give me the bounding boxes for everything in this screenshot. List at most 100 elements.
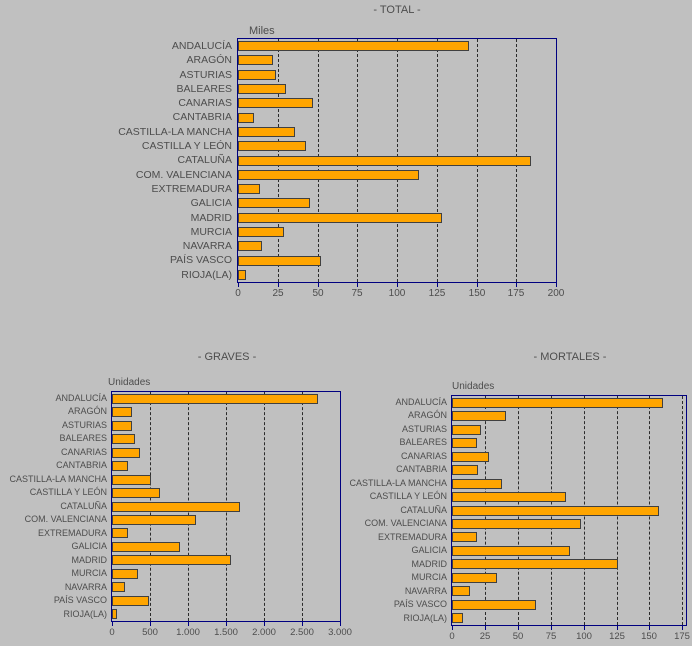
category-label: MADRID bbox=[190, 211, 232, 224]
axis-tick-mark bbox=[485, 626, 486, 630]
category-label: CASTILLA Y LEÓN bbox=[29, 487, 107, 498]
axis-tick-mark bbox=[477, 283, 478, 287]
category-label: MURCIA bbox=[411, 572, 448, 583]
category-label: ASTURIAS bbox=[401, 423, 447, 434]
axis-tick-label: 0 bbox=[109, 627, 115, 638]
axis-tick-label: 75 bbox=[545, 631, 557, 642]
bar bbox=[112, 502, 240, 512]
bar bbox=[112, 555, 231, 565]
category-label: PAÍS VASCO bbox=[169, 254, 232, 267]
bar bbox=[238, 184, 260, 194]
bar bbox=[112, 407, 132, 417]
category-label: CASTILLA-LA MANCHA bbox=[9, 473, 107, 484]
bar bbox=[112, 488, 160, 498]
category-label: CANARIAS bbox=[60, 446, 107, 457]
axis-tick-mark bbox=[278, 283, 279, 287]
gridline bbox=[302, 392, 303, 621]
chart-graves-plot-area bbox=[111, 391, 341, 622]
axis-tick-mark bbox=[516, 283, 517, 287]
bar bbox=[238, 170, 419, 180]
bar bbox=[238, 256, 321, 266]
category-label: CASTILLA-LA MANCHA bbox=[349, 477, 447, 488]
axis-tick-label: 100 bbox=[388, 288, 406, 299]
bar bbox=[112, 596, 149, 606]
category-label: GALICIA bbox=[190, 197, 232, 210]
axis-tick-mark bbox=[318, 283, 319, 287]
category-label: PAÍS VASCO bbox=[393, 599, 447, 610]
chart-mortales-unit-label: Unidades bbox=[452, 381, 495, 392]
axis-tick-label: 200 bbox=[547, 288, 565, 299]
axis-tick-mark bbox=[150, 622, 151, 626]
bar bbox=[452, 586, 470, 596]
axis-tick-label: 75 bbox=[351, 288, 363, 299]
gridline bbox=[682, 396, 683, 625]
axis-tick-label: 125 bbox=[609, 631, 625, 642]
axis-tick-mark bbox=[682, 626, 683, 630]
category-label: CATALUÑA bbox=[400, 504, 447, 515]
axis-tick-mark bbox=[302, 622, 303, 626]
bar bbox=[452, 425, 481, 435]
bar bbox=[112, 475, 151, 485]
gridline bbox=[264, 392, 265, 621]
category-label: NAVARRA bbox=[404, 585, 447, 596]
bar bbox=[238, 198, 310, 208]
category-label: BALEARES bbox=[399, 437, 447, 448]
category-label: CATALUÑA bbox=[177, 154, 232, 167]
category-label: MADRID bbox=[71, 554, 108, 565]
category-label: ARAGÓN bbox=[186, 54, 232, 67]
bar bbox=[238, 141, 306, 151]
bar bbox=[452, 492, 566, 502]
bar bbox=[112, 569, 138, 579]
bar bbox=[238, 41, 469, 51]
bar bbox=[452, 438, 477, 448]
axis-tick-label: 0 bbox=[449, 631, 455, 642]
bar bbox=[452, 532, 477, 542]
bar bbox=[452, 479, 502, 489]
bar bbox=[452, 600, 536, 610]
category-label: CASTILLA Y LEÓN bbox=[369, 491, 447, 502]
category-label: ANDALUCÍA bbox=[55, 393, 107, 403]
axis-tick-label: 175 bbox=[507, 288, 525, 299]
axis-tick-mark bbox=[340, 622, 341, 626]
axis-tick-mark bbox=[397, 283, 398, 287]
bar bbox=[112, 582, 125, 592]
axis-tick-label: 175 bbox=[674, 631, 690, 642]
category-label: PAÍS VASCO bbox=[53, 595, 107, 606]
chart-total-unit-label: Miles bbox=[249, 25, 275, 37]
category-label: CATALUÑA bbox=[60, 500, 107, 511]
axis-tick-label: 100 bbox=[576, 631, 592, 642]
category-label: CANARIAS bbox=[400, 450, 447, 461]
axis-tick-label: 2.000 bbox=[252, 627, 276, 638]
category-label: CASTILLA-LA MANCHA bbox=[118, 125, 232, 138]
chart-graves-title: - GRAVES - bbox=[197, 351, 257, 363]
axis-tick-mark bbox=[649, 626, 650, 630]
bar bbox=[112, 609, 117, 619]
category-label: COM. VALENCIANA bbox=[24, 514, 107, 525]
chart-mortales-title: - MORTALES - bbox=[533, 351, 607, 363]
category-label: ANDALUCÍA bbox=[171, 40, 232, 52]
bar bbox=[452, 411, 506, 421]
axis-tick-mark bbox=[238, 283, 239, 287]
axis-tick-mark bbox=[112, 622, 113, 626]
bar bbox=[238, 98, 313, 108]
axis-tick-label: 2.500 bbox=[290, 627, 314, 638]
axis-tick-label: 500 bbox=[142, 627, 158, 638]
axis-tick-label: 3.000 bbox=[328, 627, 352, 638]
bar bbox=[452, 559, 618, 569]
category-label: RIOJA(LA) bbox=[63, 608, 107, 619]
chart-total-plot-area bbox=[237, 38, 557, 283]
bar bbox=[238, 156, 531, 166]
bar bbox=[112, 448, 140, 458]
axis-tick-label: 50 bbox=[312, 288, 324, 299]
category-label: BALEARES bbox=[176, 82, 232, 95]
axis-tick-mark bbox=[617, 626, 618, 630]
category-label: ARAGÓN bbox=[407, 410, 447, 421]
bar bbox=[452, 573, 497, 583]
category-label: CANTABRIA bbox=[172, 111, 232, 124]
category-label: GALICIA bbox=[411, 545, 447, 556]
bar bbox=[112, 528, 128, 538]
bar bbox=[452, 465, 478, 475]
bar bbox=[452, 519, 581, 529]
axis-tick-mark bbox=[584, 626, 585, 630]
axis-tick-label: 0 bbox=[235, 288, 241, 299]
